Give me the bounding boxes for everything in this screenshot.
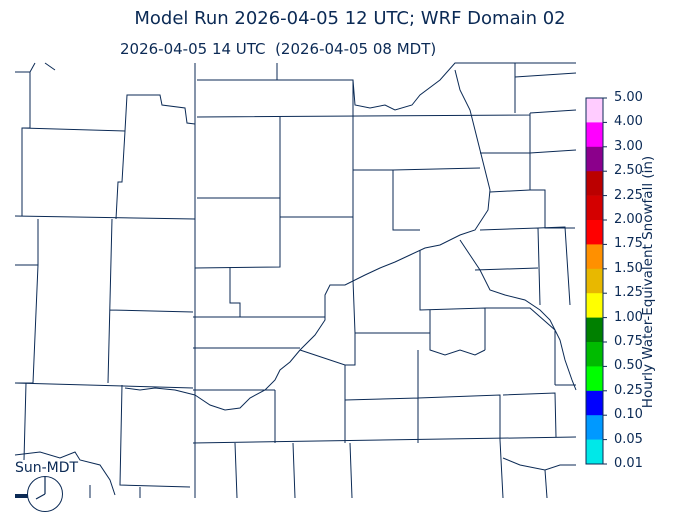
colorbar-tick-label: 1.75 [614,236,643,252]
colorbar-tick-label: 0.50 [614,358,643,374]
colorbar-tick-label: 2.00 [614,212,643,227]
timezone-label: Sun-MDT [15,460,79,476]
colorbar-tick-label: 1.00 [614,309,643,325]
colorbar-tick-label: 4.00 [614,114,643,130]
colorbar-frame [585,97,604,465]
colorbar-bin [586,439,603,465]
colorbar-tick-label: 0.10 [614,407,643,423]
colorbar-bin [586,122,603,148]
colorbar-bin [586,195,603,221]
clock-icon [15,476,63,512]
colorbar-tick-label: 5.00 [614,90,643,105]
colorbar-tick-label: 0.05 [614,431,643,447]
colorbar-tick-label: 3.00 [614,138,643,154]
colorbar-tick-label: 0.01 [614,456,643,471]
colorbar-axis-label: Hourly Water-Equivalent Snowfall (in) [640,155,656,409]
colorbar-bin [586,171,603,196]
colorbar-bin [586,98,603,123]
colorbar-bin [586,244,603,270]
colorbar-bin [586,146,603,172]
colorbar-bin [586,220,603,245]
valid-time-subtitle: 2026-04-05 14 UTC (2026-04-05 08 MDT) [120,40,437,58]
colorbar [585,97,607,465]
colorbar-tick-label: 1.50 [614,260,643,276]
county-boundaries [14,62,577,499]
colorbar-tick-label: 0.25 [614,382,643,398]
colorbar-bin [586,415,603,440]
colorbar-bin [586,390,603,416]
colorbar-tick-label: 2.50 [614,163,643,179]
colorbar-bin [586,293,603,318]
colorbar-tick-label: 2.25 [614,187,643,203]
colorbar-tick-label: 1.25 [614,285,643,301]
colorbar-bin [586,342,603,367]
map-title: Model Run 2026-04-05 12 UTC; WRF Domain … [134,8,566,29]
colorbar-bin [586,366,603,392]
colorbar-tick-label: 0.75 [614,334,643,349]
colorbar-bin [586,317,603,343]
colorbar-bin [586,268,603,294]
